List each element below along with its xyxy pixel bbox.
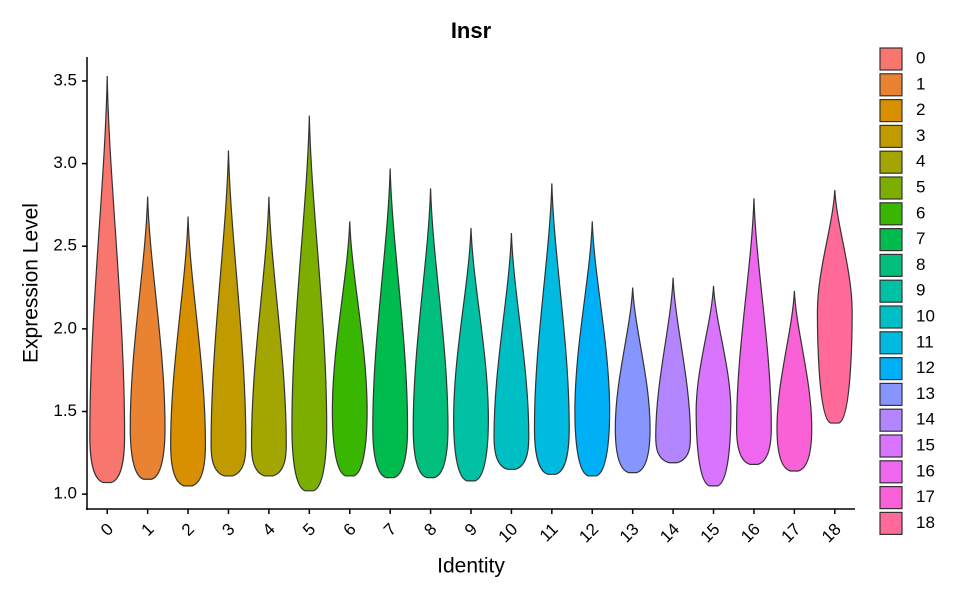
violin xyxy=(816,190,853,424)
violin xyxy=(331,221,368,477)
legend-key xyxy=(879,124,903,149)
y-axis-label: Expression Level xyxy=(20,203,43,363)
legend-key xyxy=(879,202,903,226)
violin xyxy=(412,188,449,479)
x-tick-label: 18 xyxy=(818,520,845,547)
legend-label: 13 xyxy=(916,384,935,403)
legend-label: 12 xyxy=(916,358,935,377)
legend-label: 3 xyxy=(916,126,925,145)
legend-key xyxy=(879,331,903,355)
legend-key xyxy=(879,176,903,200)
x-tick-label: 15 xyxy=(697,520,724,547)
y-tick-label: 1.5 xyxy=(53,401,77,420)
violin xyxy=(453,228,489,482)
violin xyxy=(695,285,732,487)
legend-label: 0 xyxy=(916,48,925,67)
x-tick-label: 7 xyxy=(380,520,400,540)
x-tick-label: 16 xyxy=(737,520,764,547)
legend-label: 14 xyxy=(916,410,935,429)
legend-label: 15 xyxy=(916,435,935,454)
x-tick-label: 5 xyxy=(299,520,319,540)
legend-key xyxy=(879,460,903,484)
y-tick-label: 3.5 xyxy=(53,70,77,89)
legend-key xyxy=(879,47,903,71)
x-tick-label: 1 xyxy=(138,520,158,540)
violin xyxy=(735,198,772,465)
x-axis-label: Identity xyxy=(437,555,505,578)
legend-label: 6 xyxy=(916,203,925,222)
violin xyxy=(210,150,247,477)
x-tick-label: 17 xyxy=(778,520,805,547)
x-tick-label: 2 xyxy=(178,520,198,540)
violin xyxy=(655,277,692,464)
y-tick-label: 2.0 xyxy=(53,318,77,337)
violin xyxy=(291,115,328,492)
violin xyxy=(574,221,611,477)
legend-key xyxy=(879,357,903,381)
legend-key xyxy=(879,486,903,510)
chart-title: Insr xyxy=(451,18,492,43)
violin xyxy=(614,287,651,474)
violin xyxy=(250,196,287,477)
violin xyxy=(129,196,166,480)
x-tick-label: 8 xyxy=(420,520,440,540)
legend-label: 9 xyxy=(916,281,925,300)
violin xyxy=(170,216,207,487)
x-tick-label: 10 xyxy=(495,520,522,547)
legend-key xyxy=(879,382,903,406)
legend-key xyxy=(879,434,903,458)
violin xyxy=(533,183,570,475)
legend-key xyxy=(879,305,903,329)
violin xyxy=(776,290,813,472)
legend-label: 7 xyxy=(916,229,925,248)
y-tick-label: 2.5 xyxy=(53,236,77,255)
x-tick-label: 9 xyxy=(461,520,481,540)
legend-key xyxy=(879,279,903,303)
x-tick-label: 11 xyxy=(536,520,562,546)
legend-label: 2 xyxy=(916,100,925,119)
violin xyxy=(89,75,126,484)
legend-key xyxy=(879,511,903,536)
legend-label: 8 xyxy=(916,255,925,274)
legend-label: 10 xyxy=(916,306,935,325)
legend-key xyxy=(879,228,903,252)
legend-key xyxy=(879,150,903,174)
y-tick-label: 3.0 xyxy=(53,153,77,172)
legend-label: 18 xyxy=(916,513,935,532)
legend-label: 11 xyxy=(916,332,934,351)
violin xyxy=(493,232,530,470)
legend-label: 17 xyxy=(916,487,935,506)
x-tick-label: 13 xyxy=(616,520,643,547)
legend-key xyxy=(879,73,903,97)
violin xyxy=(372,168,409,479)
x-tick-label: 4 xyxy=(259,520,279,540)
legend-label: 16 xyxy=(916,461,935,480)
x-tick-label: 12 xyxy=(575,520,602,547)
legend-key xyxy=(879,98,903,123)
y-tick-label: 1.0 xyxy=(53,484,77,503)
legend-key xyxy=(879,253,903,277)
x-tick-label: 0 xyxy=(97,520,117,540)
x-tick-label: 14 xyxy=(656,520,683,547)
legend-label: 4 xyxy=(916,152,925,171)
x-tick-label: 6 xyxy=(340,520,360,540)
legend-label: 5 xyxy=(916,177,925,196)
x-tick-label: 3 xyxy=(218,520,238,540)
legend-label: 1 xyxy=(916,74,925,93)
legend-key xyxy=(879,408,903,432)
